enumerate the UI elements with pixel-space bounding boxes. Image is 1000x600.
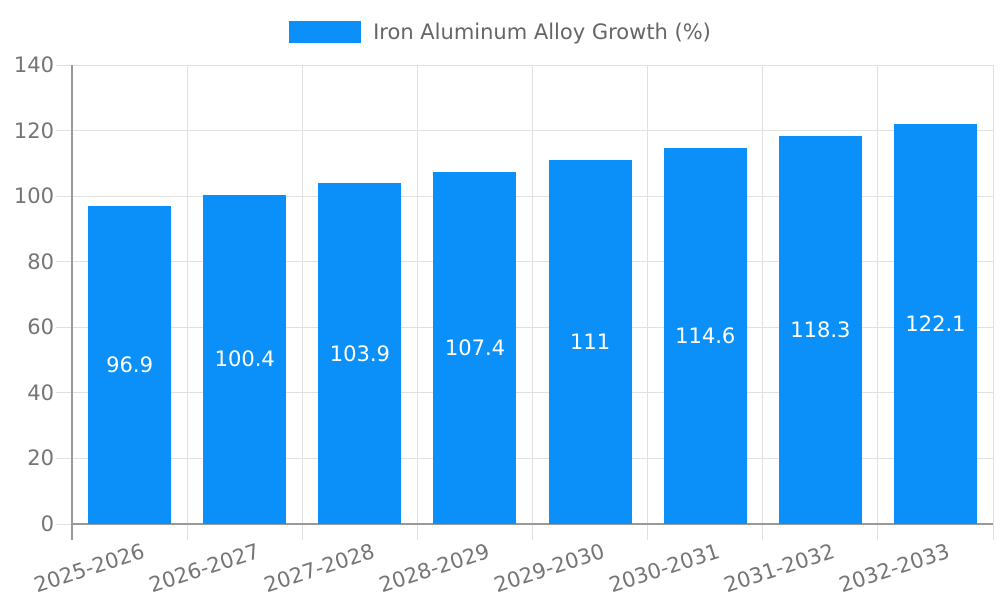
plot-area: 96.9 100.4 103.9 107.4 111 114.6 118.3 122.1 0 20…	[14, 53, 994, 597]
h-gridline	[56, 392, 993, 394]
v-gridline	[416, 65, 418, 540]
bar[interactable]: 111	[548, 160, 632, 524]
y-tick-label: 40	[27, 380, 54, 405]
y-tick-label: 120	[13, 118, 54, 143]
chart-legend[interactable]: Iron Aluminum Alloy Growth (%)	[0, 21, 1000, 43]
h-gridline	[56, 64, 993, 66]
y-tick-label: 20	[27, 446, 54, 471]
y-tick-label: 140	[13, 53, 54, 77]
bar-value-label: 118.3	[790, 318, 851, 343]
bar[interactable]: 122.1	[893, 123, 977, 524]
bar[interactable]: 100.4	[203, 194, 287, 524]
bar-value-label: 122.1	[905, 311, 966, 336]
y-tick-label: 0	[40, 512, 54, 536]
v-gridline	[301, 65, 303, 540]
x-axis-line	[71, 523, 993, 525]
v-gridline	[877, 65, 879, 540]
h-gridline	[56, 195, 993, 197]
h-gridline	[56, 130, 993, 132]
v-gridline	[186, 65, 188, 540]
bar-value-label: 107.4	[444, 335, 505, 360]
bar-value-label: 96.9	[106, 353, 153, 378]
bar[interactable]: 114.6	[663, 148, 747, 524]
h-gridline	[56, 326, 993, 328]
v-gridline	[762, 65, 764, 540]
bar[interactable]: 107.4	[433, 171, 517, 524]
legend-swatch-icon[interactable]	[289, 21, 362, 43]
y-axis-line	[71, 65, 73, 540]
y-tick-label: 100	[13, 184, 54, 209]
h-gridline	[56, 457, 993, 459]
v-gridline	[992, 65, 994, 540]
y-tick-label: 80	[27, 249, 54, 274]
bar[interactable]: 96.9	[88, 206, 172, 524]
bar-value-label: 114.6	[675, 324, 736, 349]
bar[interactable]: 103.9	[318, 183, 402, 524]
legend-label: Iron Aluminum Alloy Growth (%)	[373, 20, 711, 44]
h-gridline	[56, 261, 993, 263]
bar-value-label: 100.4	[214, 347, 275, 372]
bar-value-label: 111	[570, 330, 611, 355]
y-tick-label: 60	[27, 315, 54, 340]
bar[interactable]: 118.3	[778, 136, 862, 524]
v-gridline	[647, 65, 649, 540]
v-gridline	[532, 65, 533, 540]
bar-value-label: 103.9	[329, 341, 390, 366]
